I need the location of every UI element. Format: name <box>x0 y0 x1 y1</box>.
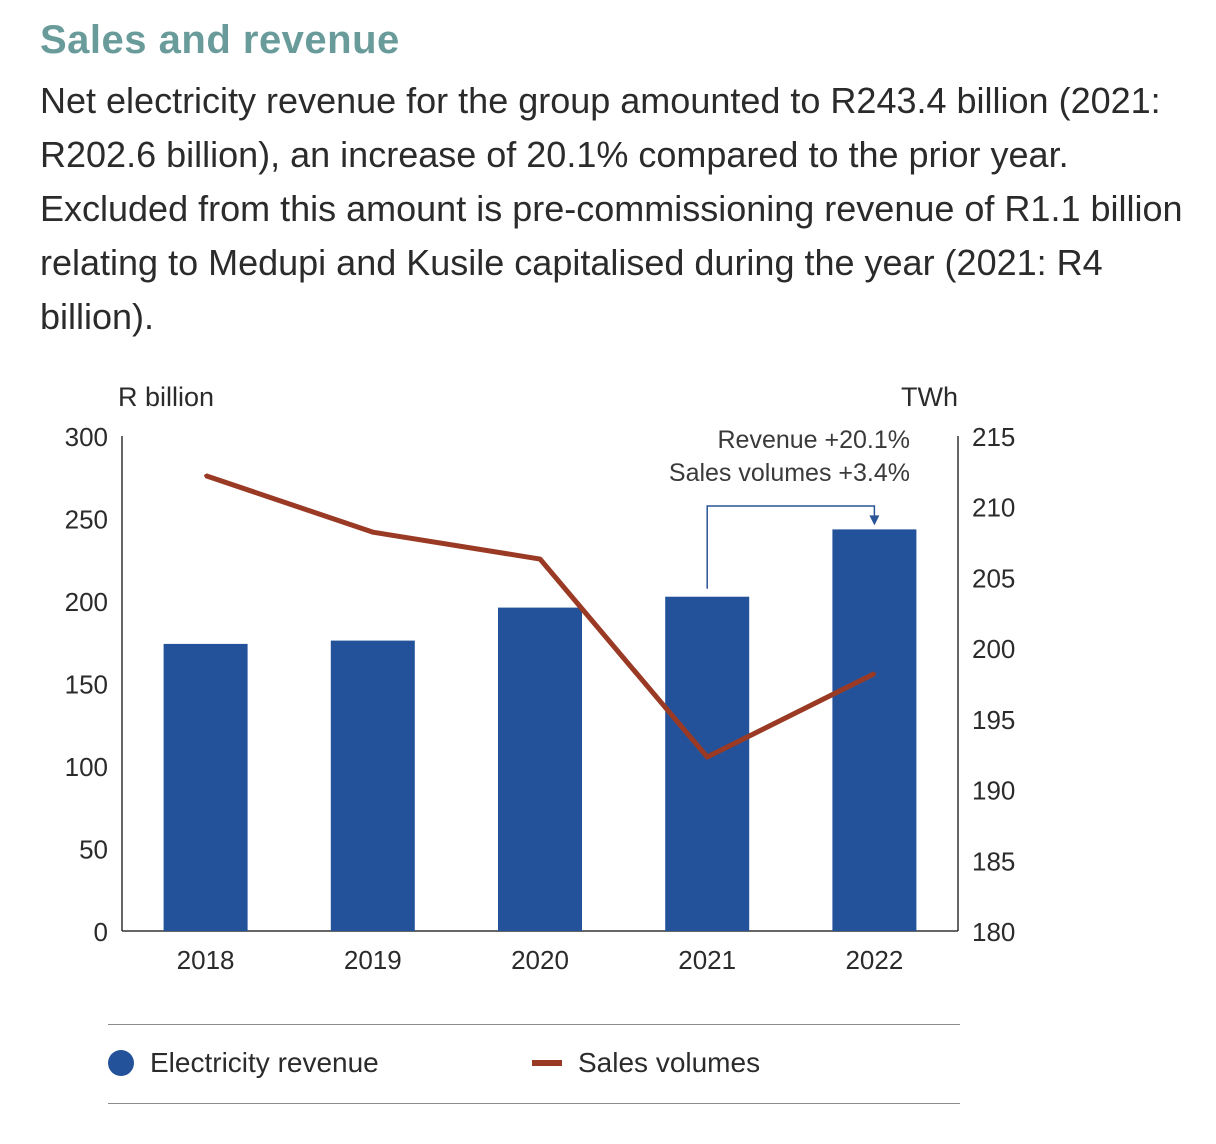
legend-swatch-revenue <box>108 1050 134 1076</box>
legend-label-sales: Sales volumes <box>578 1047 761 1078</box>
x-tick-label-2020: 2020 <box>511 945 569 975</box>
sales-volume-point-2020 <box>538 557 542 561</box>
bar-2022 <box>832 529 917 931</box>
bar-2021 <box>665 596 750 931</box>
y-right-tick-label: 200 <box>972 634 1015 664</box>
annotation-text-line: Sales volumes +3.4% <box>669 459 910 487</box>
y-left-tick-label: 0 <box>94 917 108 947</box>
y-right-tick-label: 180 <box>972 917 1015 947</box>
page-title: Sales and revenue <box>40 18 400 62</box>
x-tick-label-2021: 2021 <box>678 945 736 975</box>
y-right-label: TWh <box>901 382 958 412</box>
sales-volume-point-2021 <box>705 755 709 759</box>
legend-swatch-sales <box>532 1060 562 1066</box>
sales-volume-point-2018 <box>204 474 208 478</box>
intro-paragraph: Net electricity revenue for the group am… <box>40 80 1183 337</box>
y-left-tick-label: 50 <box>79 835 108 865</box>
x-tick-label-2019: 2019 <box>344 945 402 975</box>
x-tick-label-2018: 2018 <box>177 945 235 975</box>
legend-item-revenue: Electricity revenue <box>108 1045 379 1081</box>
y-right-tick-label: 185 <box>972 846 1015 876</box>
y-right-tick-label: 190 <box>972 776 1015 806</box>
annotation-text-line: Revenue +20.1% <box>717 426 910 454</box>
bar-2020 <box>498 607 582 931</box>
bar-2019 <box>330 640 415 931</box>
y-left-tick-label: 200 <box>65 587 108 617</box>
y-left-tick-label: 300 <box>65 422 108 452</box>
y-right-tick-label: 195 <box>972 705 1015 735</box>
annotation-bracket <box>706 505 876 589</box>
y-right-tick-label: 215 <box>972 422 1015 452</box>
legend-item-sales: Sales volumes <box>532 1045 760 1081</box>
y-left-tick-label: 150 <box>65 670 108 700</box>
y-left-label: R billion <box>118 382 214 412</box>
sales-volume-point-2022 <box>872 672 876 676</box>
annotation-arrowhead <box>869 515 880 526</box>
y-right-tick-label: 205 <box>972 563 1015 593</box>
y-right-tick-label: 210 <box>972 493 1015 523</box>
y-left-tick-label: 250 <box>65 505 108 535</box>
chart-legend: Electricity revenue Sales volumes <box>108 1024 960 1104</box>
sales-volume-point-2019 <box>371 530 375 534</box>
y-left-tick-label: 100 <box>65 752 108 782</box>
legend-label-revenue: Electricity revenue <box>150 1047 379 1078</box>
bar-2018 <box>163 643 248 931</box>
x-tick-label-2022: 2022 <box>845 945 903 975</box>
